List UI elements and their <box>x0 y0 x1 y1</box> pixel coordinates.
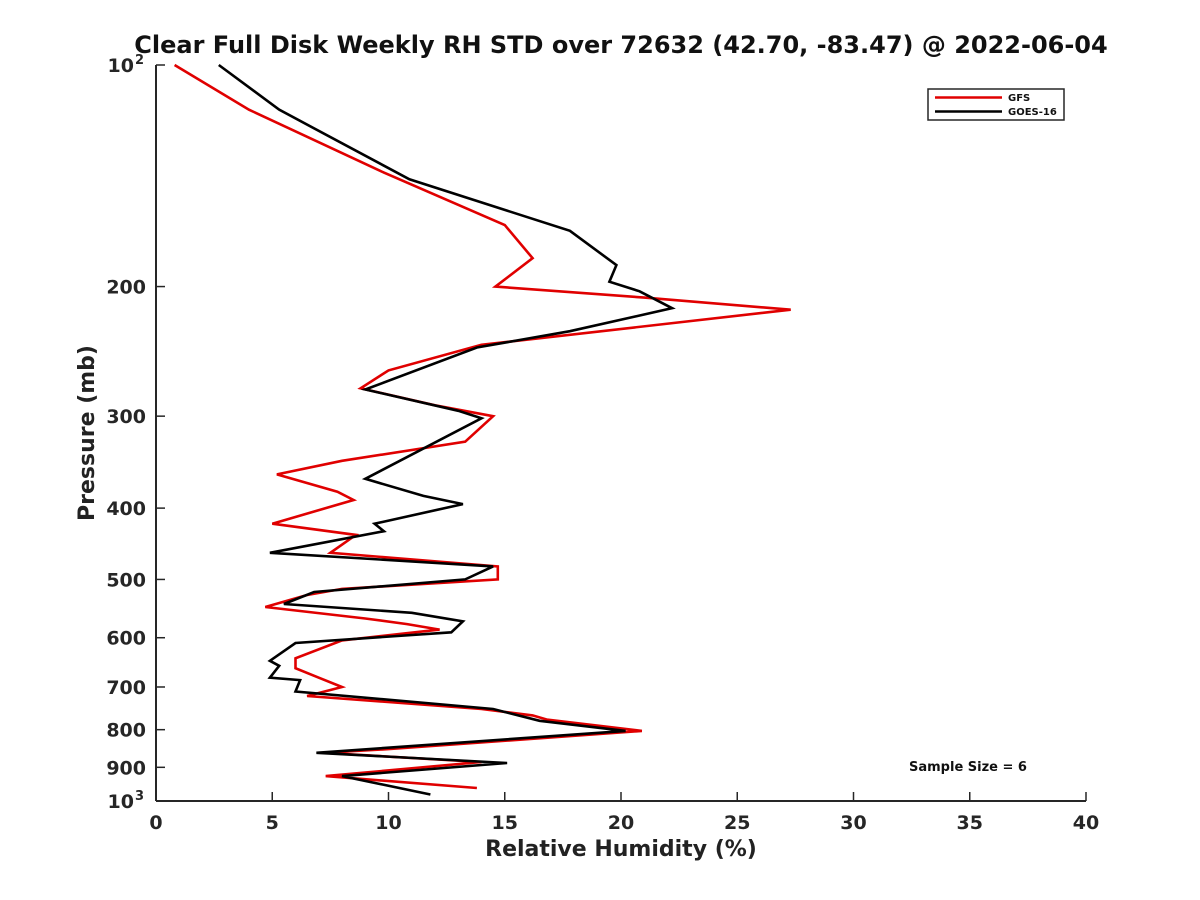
y-tick-label: 600 <box>106 628 146 650</box>
y-tick-label: 700 <box>106 677 146 699</box>
y-tick-label: 800 <box>106 720 146 742</box>
x-tick-label: 0 <box>149 812 162 834</box>
x-tick-label: 35 <box>957 812 983 834</box>
legend-label-goes-16: GOES-16 <box>1008 107 1057 118</box>
x-tick-label: 10 <box>375 812 401 834</box>
y-tick-label: 400 <box>106 498 146 520</box>
x-tick-label: 15 <box>492 812 518 834</box>
x-axis-ticks: 0 5 10 15 20 25 30 35 40 <box>149 792 1099 834</box>
y-tick-label: 500 <box>106 569 146 591</box>
y-tick-label: 300 <box>106 406 146 428</box>
y-tick-label: 10 <box>108 55 134 77</box>
legend-label-gfs: GFS <box>1008 93 1030 104</box>
x-tick-label: 20 <box>608 812 634 834</box>
x-axis-label: Relative Humidity (%) <box>485 837 757 862</box>
y-axis-label: Pressure (mb) <box>75 345 100 521</box>
x-tick-label: 5 <box>266 812 279 834</box>
legend: GFS GOES-16 <box>927 88 1065 121</box>
y-tick-label: 200 <box>106 277 146 299</box>
x-tick-label: 30 <box>840 812 866 834</box>
y-tick-label: 10 <box>108 791 134 813</box>
series-line-gfs <box>173 63 791 790</box>
y-tick-label: 900 <box>106 757 146 779</box>
y-tick-exponent: 3 <box>135 789 144 804</box>
y-tick-exponent: 2 <box>135 53 144 68</box>
series-line-goes-16 <box>218 63 676 796</box>
x-tick-label: 40 <box>1073 812 1099 834</box>
series-layer <box>173 63 791 796</box>
sample-size-annotation: Sample Size = 6 <box>909 760 1027 775</box>
chart-title: Clear Full Disk Weekly RH STD over 72632… <box>134 31 1107 59</box>
x-tick-label: 25 <box>724 812 750 834</box>
legend-box <box>927 88 1065 121</box>
